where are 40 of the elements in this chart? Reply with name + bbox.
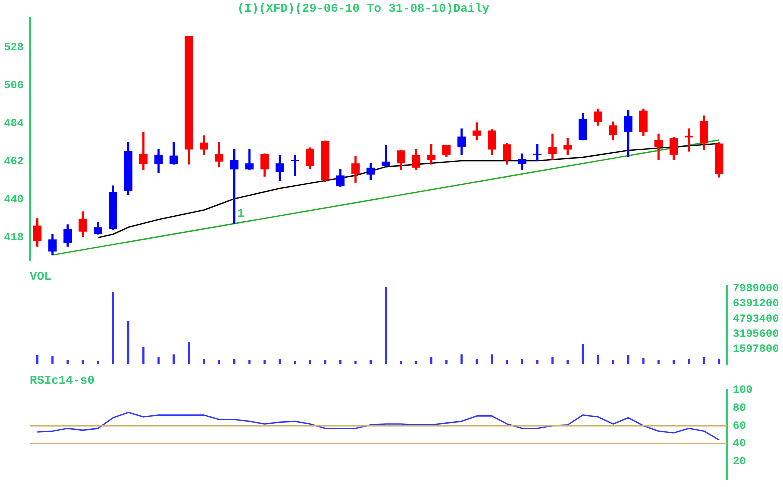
bar [384, 287, 388, 364]
y-tick-label: 100 [733, 385, 753, 398]
y-tick-label: 1597800 [733, 344, 780, 356]
y-tick-label: 7989000 [733, 284, 780, 296]
y-tick-label: 6391200 [733, 298, 780, 311]
bar [203, 359, 206, 364]
bar [354, 361, 357, 364]
y-tick-label: 4793400 [733, 314, 780, 326]
bar [446, 360, 448, 364]
bar [658, 360, 660, 364]
bar [127, 322, 130, 364]
bar [597, 356, 600, 364]
bar [248, 360, 251, 364]
bar [142, 347, 145, 364]
y-tick-label: 484 [4, 118, 24, 131]
chart-title: RSIc14-s0 [30, 374, 95, 388]
bar [582, 344, 584, 364]
y-tick-label: 506 [4, 80, 24, 93]
bar [506, 360, 508, 364]
y-tick-label: 40 [733, 438, 746, 451]
bar [158, 357, 160, 364]
bar [309, 360, 312, 364]
y-tick-label: 3195600 [733, 328, 780, 341]
y-tick-label: 528 [4, 42, 24, 55]
y-tick-label: 80 [733, 402, 746, 415]
y-tick-label: 60 [733, 420, 746, 433]
bar [400, 361, 402, 364]
chart-title: (I)(XFD)(29-06-10 To 31-08-10)Daily [237, 2, 490, 16]
bar [112, 292, 114, 364]
y-tick-label: 440 [4, 194, 24, 207]
bar [552, 357, 554, 364]
bar [97, 361, 100, 364]
y-tick-label: 462 [4, 156, 24, 169]
chart-title: VOL [30, 270, 52, 284]
annotation: 1 [238, 207, 245, 222]
y-tick-label: 418 [4, 232, 24, 245]
bar [52, 356, 54, 364]
bar [703, 357, 706, 364]
bar [188, 342, 190, 364]
y-tick-label: 20 [733, 456, 746, 468]
